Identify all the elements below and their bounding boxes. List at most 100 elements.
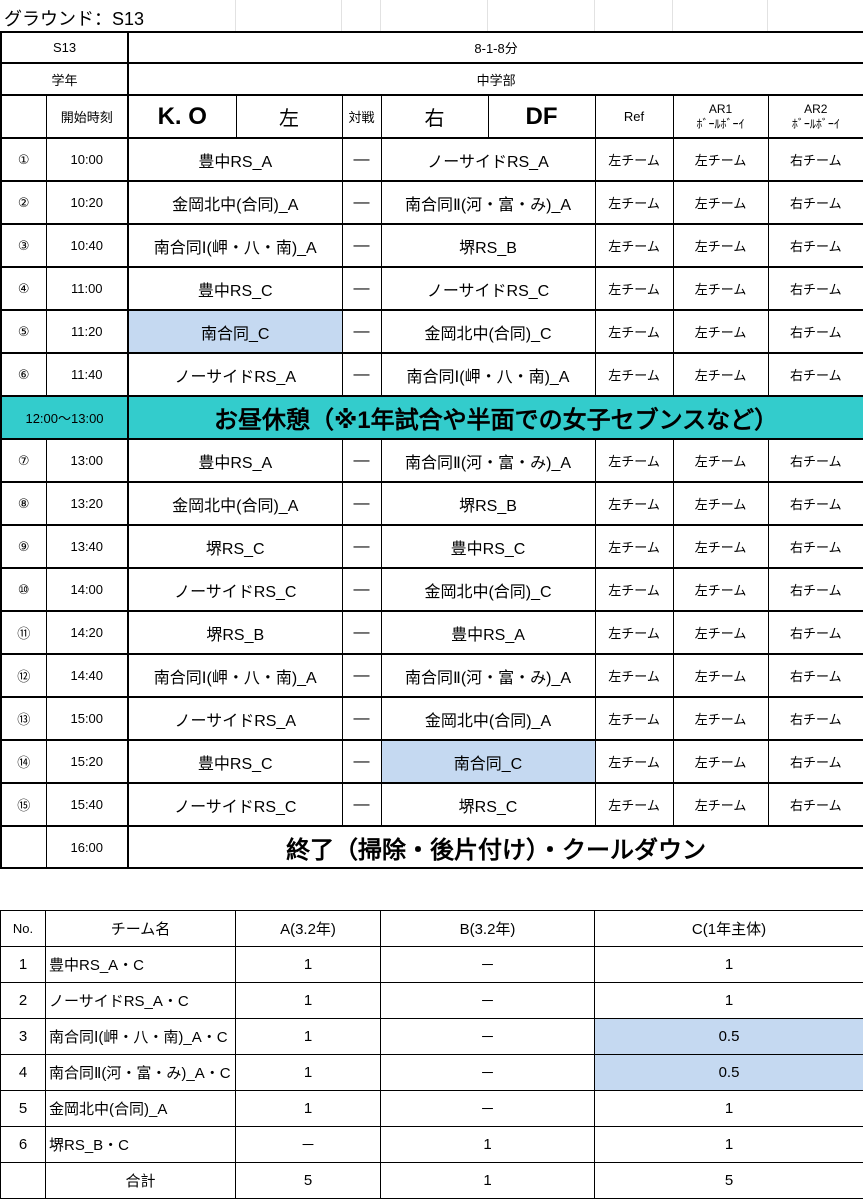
ar1-assignment[interactable]: 左チーム xyxy=(672,739,769,784)
left-team[interactable]: 豊中RS_A xyxy=(127,137,343,182)
left-team[interactable]: ノーサイドRS_C xyxy=(127,567,343,612)
count-a[interactable]: 1 xyxy=(235,946,381,983)
team-number[interactable]: 2 xyxy=(0,982,46,1019)
count-b[interactable]: － xyxy=(380,982,595,1019)
ar2-assignment[interactable]: 右チーム xyxy=(767,481,863,526)
vs-mark[interactable]: — xyxy=(341,352,382,397)
match-number[interactable]: ⑨ xyxy=(0,524,47,569)
end-blank[interactable] xyxy=(0,825,47,869)
right-team[interactable]: 金岡北中(合同)_C xyxy=(380,567,596,612)
vs-mark[interactable]: — xyxy=(341,481,382,526)
left-team[interactable]: 豊中RS_A xyxy=(127,438,343,483)
header-start-time[interactable]: 開始時刻 xyxy=(45,94,130,139)
ar2-assignment[interactable]: 右チーム xyxy=(767,309,863,354)
left-team[interactable]: ノーサイドRS_A xyxy=(127,696,343,741)
end-label[interactable]: 終了（掃除・後片付け）・クールダウン xyxy=(127,825,863,869)
summary-header[interactable]: チーム名 xyxy=(45,910,236,947)
ar2-assignment[interactable]: 右チーム xyxy=(767,653,863,698)
vs-mark[interactable]: — xyxy=(341,653,382,698)
count-c[interactable]: 1 xyxy=(594,982,863,1019)
match-time[interactable]: 14:40 xyxy=(45,653,130,698)
header-ar2[interactable]: AR2 ﾎﾞｰﾙﾎﾞｰｲ xyxy=(767,94,863,139)
left-team[interactable]: 豊中RS_C xyxy=(127,266,343,311)
vs-mark[interactable]: — xyxy=(341,223,382,268)
count-a[interactable]: 1 xyxy=(235,1054,381,1091)
match-number[interactable]: ② xyxy=(0,180,47,225)
grade-cell[interactable]: 中学部 xyxy=(127,62,863,96)
header-blank-cell[interactable] xyxy=(0,94,47,139)
ref-assignment[interactable]: 左チーム xyxy=(594,524,674,569)
match-time[interactable]: 13:00 xyxy=(45,438,130,483)
count-c[interactable]: 1 xyxy=(594,1126,863,1163)
left-team[interactable]: 堺RS_C xyxy=(127,524,343,569)
match-time[interactable]: 10:40 xyxy=(45,223,130,268)
team-name[interactable]: 堺RS_B・C xyxy=(45,1126,236,1163)
vs-mark[interactable]: — xyxy=(341,610,382,655)
format-cell[interactable]: 8-1-8分 xyxy=(127,31,863,64)
match-time[interactable]: 10:20 xyxy=(45,180,130,225)
count-c[interactable]: 1 xyxy=(594,1090,863,1127)
match-number[interactable]: ⑮ xyxy=(0,782,47,827)
team-name[interactable]: 豊中RS_A・C xyxy=(45,946,236,983)
ref-assignment[interactable]: 左チーム xyxy=(594,223,674,268)
total-b[interactable]: 1 xyxy=(380,1162,595,1199)
ar1-assignment[interactable]: 左チーム xyxy=(672,137,769,182)
count-b[interactable]: － xyxy=(380,1018,595,1055)
right-team[interactable]: 南合同_C xyxy=(380,739,596,784)
ref-assignment[interactable]: 左チーム xyxy=(594,266,674,311)
team-number[interactable]: 5 xyxy=(0,1090,46,1127)
vs-mark[interactable]: — xyxy=(341,567,382,612)
ar1-assignment[interactable]: 左チーム xyxy=(672,653,769,698)
match-number[interactable]: ⑥ xyxy=(0,352,47,397)
match-number[interactable]: ④ xyxy=(0,266,47,311)
count-c[interactable]: 0.5 xyxy=(594,1054,863,1091)
left-team[interactable]: 南合同_C xyxy=(127,309,343,354)
right-team[interactable]: 南合同Ⅱ(河・富・み)_A xyxy=(380,180,596,225)
summary-header[interactable]: No. xyxy=(0,910,46,947)
right-team[interactable]: ノーサイドRS_A xyxy=(380,137,596,182)
vs-mark[interactable]: — xyxy=(341,438,382,483)
left-team[interactable]: 南合同Ⅰ(岬・八・南)_A xyxy=(127,653,343,698)
count-b[interactable]: － xyxy=(380,946,595,983)
left-team[interactable]: 金岡北中(合同)_A xyxy=(127,481,343,526)
total-a[interactable]: 5 xyxy=(235,1162,381,1199)
match-number[interactable]: ① xyxy=(0,137,47,182)
summary-header[interactable]: A(3.2年) xyxy=(235,910,381,947)
team-number[interactable]: 3 xyxy=(0,1018,46,1055)
vs-mark[interactable]: — xyxy=(341,266,382,311)
end-time[interactable]: 16:00 xyxy=(45,825,130,869)
match-number[interactable]: ⑭ xyxy=(0,739,47,784)
right-team[interactable]: 堺RS_C xyxy=(380,782,596,827)
match-time[interactable]: 15:00 xyxy=(45,696,130,741)
right-team[interactable]: 南合同Ⅰ(岬・八・南)_A xyxy=(380,352,596,397)
match-number[interactable]: ⑩ xyxy=(0,567,47,612)
count-b[interactable]: － xyxy=(380,1054,595,1091)
left-team[interactable]: 金岡北中(合同)_A xyxy=(127,180,343,225)
ground-label-cell[interactable]: S13 xyxy=(0,31,130,64)
summary-header[interactable]: C(1年主体) xyxy=(594,910,863,947)
count-b[interactable]: － xyxy=(380,1090,595,1127)
ar2-assignment[interactable]: 右チーム xyxy=(767,137,863,182)
left-team[interactable]: 堺RS_B xyxy=(127,610,343,655)
header-vs[interactable]: 対戦 xyxy=(341,94,382,139)
ref-assignment[interactable]: 左チーム xyxy=(594,567,674,612)
ar2-assignment[interactable]: 右チーム xyxy=(767,223,863,268)
ref-assignment[interactable]: 左チーム xyxy=(594,782,674,827)
match-time[interactable]: 15:20 xyxy=(45,739,130,784)
total-label[interactable]: 合計 xyxy=(45,1162,236,1199)
count-a[interactable]: 1 xyxy=(235,982,381,1019)
total-c[interactable]: 5 xyxy=(594,1162,863,1199)
vs-mark[interactable]: — xyxy=(341,739,382,784)
match-time[interactable]: 11:20 xyxy=(45,309,130,354)
count-c[interactable]: 0.5 xyxy=(594,1018,863,1055)
header-ref[interactable]: Ref xyxy=(594,94,674,139)
right-team[interactable]: 堺RS_B xyxy=(380,481,596,526)
header-right[interactable]: 右 xyxy=(380,94,489,139)
ref-assignment[interactable]: 左チーム xyxy=(594,610,674,655)
summary-header[interactable]: B(3.2年) xyxy=(380,910,595,947)
ar1-assignment[interactable]: 左チーム xyxy=(672,223,769,268)
header-df[interactable]: DF xyxy=(487,94,596,139)
team-number[interactable]: 4 xyxy=(0,1054,46,1091)
ar1-assignment[interactable]: 左チーム xyxy=(672,438,769,483)
team-number[interactable]: 6 xyxy=(0,1126,46,1163)
